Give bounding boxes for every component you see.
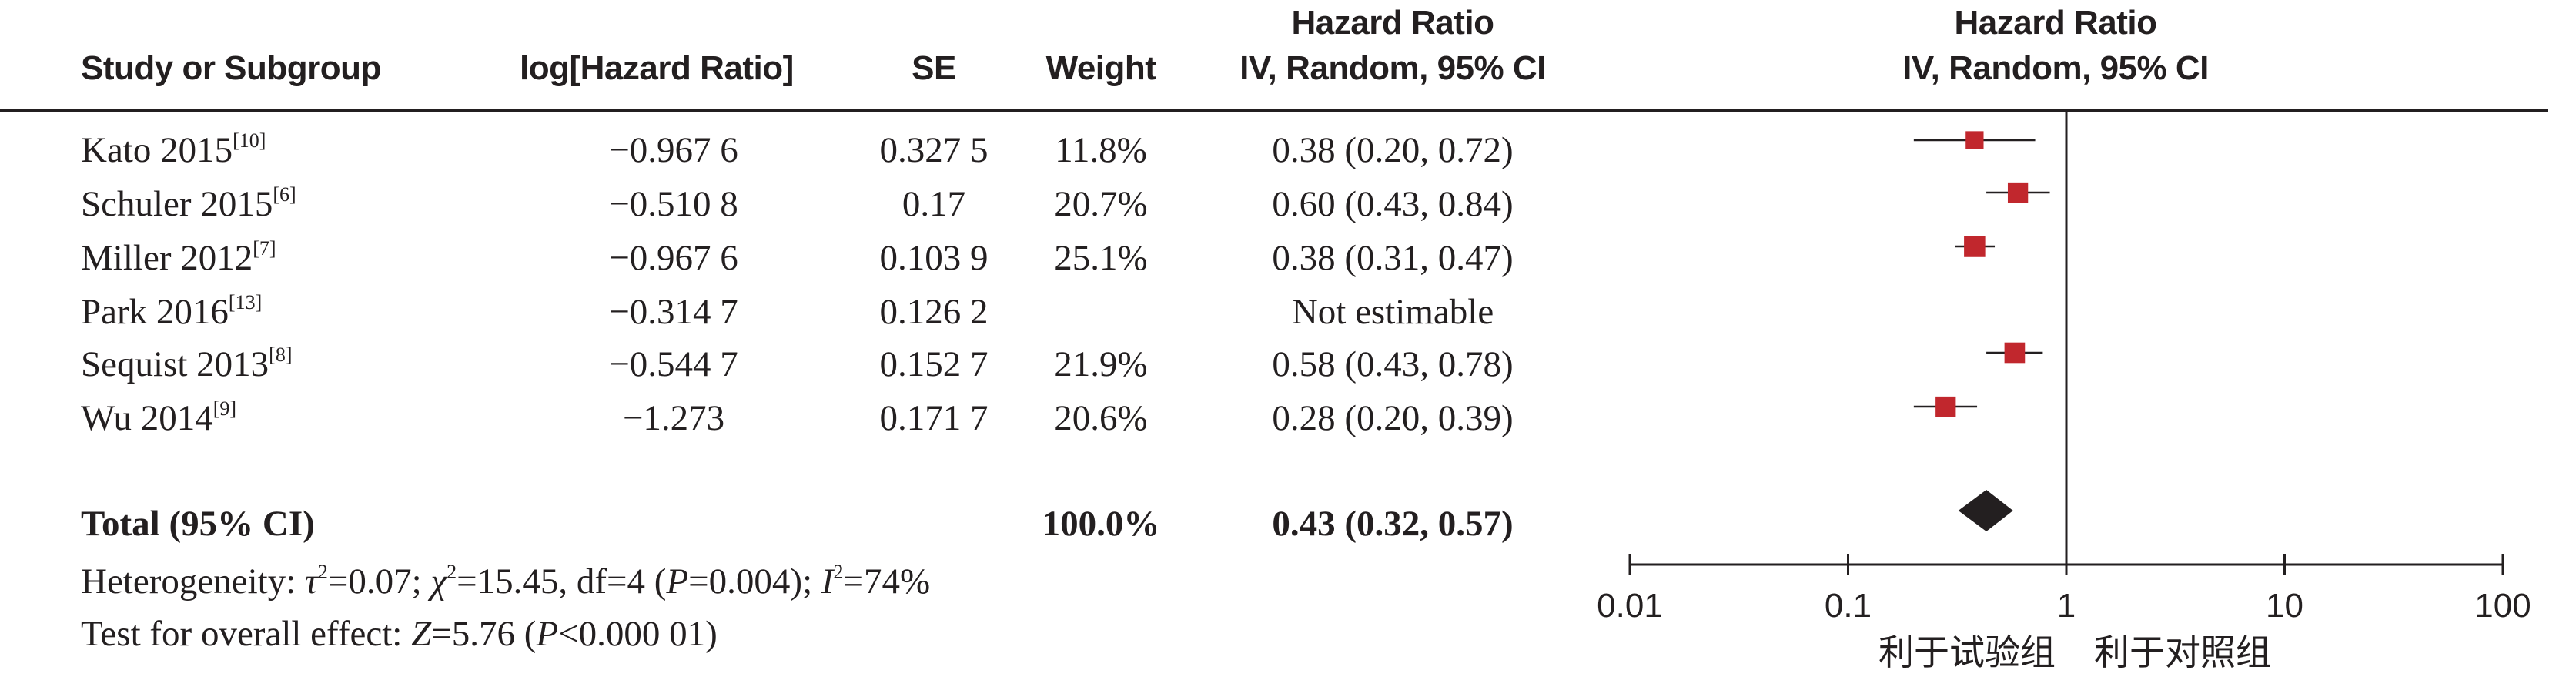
study-name-text: Schuler 2015 <box>81 184 273 224</box>
total-label: Total (95% CI) <box>81 504 315 544</box>
total-ci-text: 0.43 (0.32, 0.57) <box>1272 504 1514 544</box>
header-se: SE <box>912 49 956 87</box>
plot-header-line2: IV, Random, 95% CI <box>1902 49 2209 87</box>
study-marker <box>2004 342 2026 364</box>
study-marker <box>1964 236 1986 257</box>
study-reference: [9] <box>212 397 237 420</box>
study-marker <box>2007 182 2029 203</box>
study-log-hr: −0.967 6 <box>609 130 738 170</box>
x-tick-label: 10 <box>2266 587 2303 625</box>
study-name-text: Kato 2015 <box>81 130 233 170</box>
header-log-hr: log[Hazard Ratio] <box>520 49 794 87</box>
study-weight: 20.7% <box>1054 184 1148 224</box>
study-log-hr: −0.314 7 <box>609 292 738 332</box>
study-log-hr: −0.544 7 <box>609 344 738 384</box>
study-name: Sequist 2013[8] <box>81 344 293 384</box>
header-study: Study or Subgroup <box>81 49 381 87</box>
study-reference: [8] <box>269 344 293 366</box>
study-marker <box>1935 396 1956 417</box>
header-rule <box>0 109 2548 112</box>
pooled-diamond <box>1958 490 2013 531</box>
header-hr-line2: IV, Random, 95% CI <box>1239 49 1546 87</box>
favours-experimental: 利于试验组 <box>1878 632 2056 673</box>
study-se: 0.126 2 <box>879 292 989 332</box>
overall-effect-text: Test for overall effect: Z=5.76 (P<0.000… <box>81 614 718 654</box>
x-tick-label: 0.1 <box>1825 587 1872 625</box>
heterogeneity-text: Heterogeneity: τ2=0.07; χ2=15.45, df=4 (… <box>81 561 931 602</box>
study-ci-text: 0.38 (0.31, 0.47) <box>1272 238 1514 278</box>
study-name: Schuler 2015[6] <box>81 183 296 224</box>
study-name: Park 2016[13] <box>81 291 263 332</box>
study-reference: [10] <box>233 129 266 152</box>
study-se: 0.103 9 <box>879 238 989 278</box>
study-name: Miller 2012[7] <box>81 237 276 278</box>
study-log-hr: −1.273 <box>622 398 725 438</box>
study-weight: 21.9% <box>1054 344 1148 384</box>
study-name: Kato 2015[10] <box>81 129 266 170</box>
study-se: 0.17 <box>902 184 966 224</box>
plot-header-line1: Hazard Ratio <box>1954 4 2157 42</box>
total-weight: 100.0% <box>1042 504 1160 544</box>
study-reference: [7] <box>253 237 276 260</box>
study-ci-text: 0.60 (0.43, 0.84) <box>1272 184 1514 224</box>
study-ci-text: 0.38 (0.20, 0.72) <box>1272 130 1514 170</box>
study-log-hr: −0.967 6 <box>609 238 738 278</box>
study-name-text: Park 2016 <box>81 292 229 332</box>
study-ci-text: 0.28 (0.20, 0.39) <box>1272 398 1514 438</box>
study-weight: 20.6% <box>1054 398 1148 438</box>
study-marker <box>1965 131 1984 149</box>
study-se: 0.171 7 <box>879 398 989 438</box>
study-weight: 25.1% <box>1054 238 1148 278</box>
x-tick-label: 0.01 <box>1597 587 1663 625</box>
study-se: 0.152 7 <box>879 344 989 384</box>
study-name-text: Miller 2012 <box>81 238 253 278</box>
study-ci-text: 0.58 (0.43, 0.78) <box>1272 344 1514 384</box>
header-hr-line1: Hazard Ratio <box>1291 4 1494 42</box>
study-ci-text: Not estimable <box>1291 292 1494 332</box>
study-name-text: Wu 2014 <box>81 398 213 438</box>
x-tick-label: 100 <box>2474 587 2531 625</box>
study-weight: 11.8% <box>1055 130 1147 170</box>
study-se: 0.327 5 <box>879 130 989 170</box>
study-reference: [6] <box>273 183 296 206</box>
header-weight: Weight <box>1045 49 1156 87</box>
favours-control: 利于对照组 <box>2094 632 2271 673</box>
study-name: Wu 2014[9] <box>81 398 236 438</box>
study-name-text: Sequist 2013 <box>81 344 269 384</box>
x-tick-label: 1 <box>2057 587 2076 625</box>
study-reference: [13] <box>228 291 263 313</box>
study-log-hr: −0.510 8 <box>609 184 738 224</box>
